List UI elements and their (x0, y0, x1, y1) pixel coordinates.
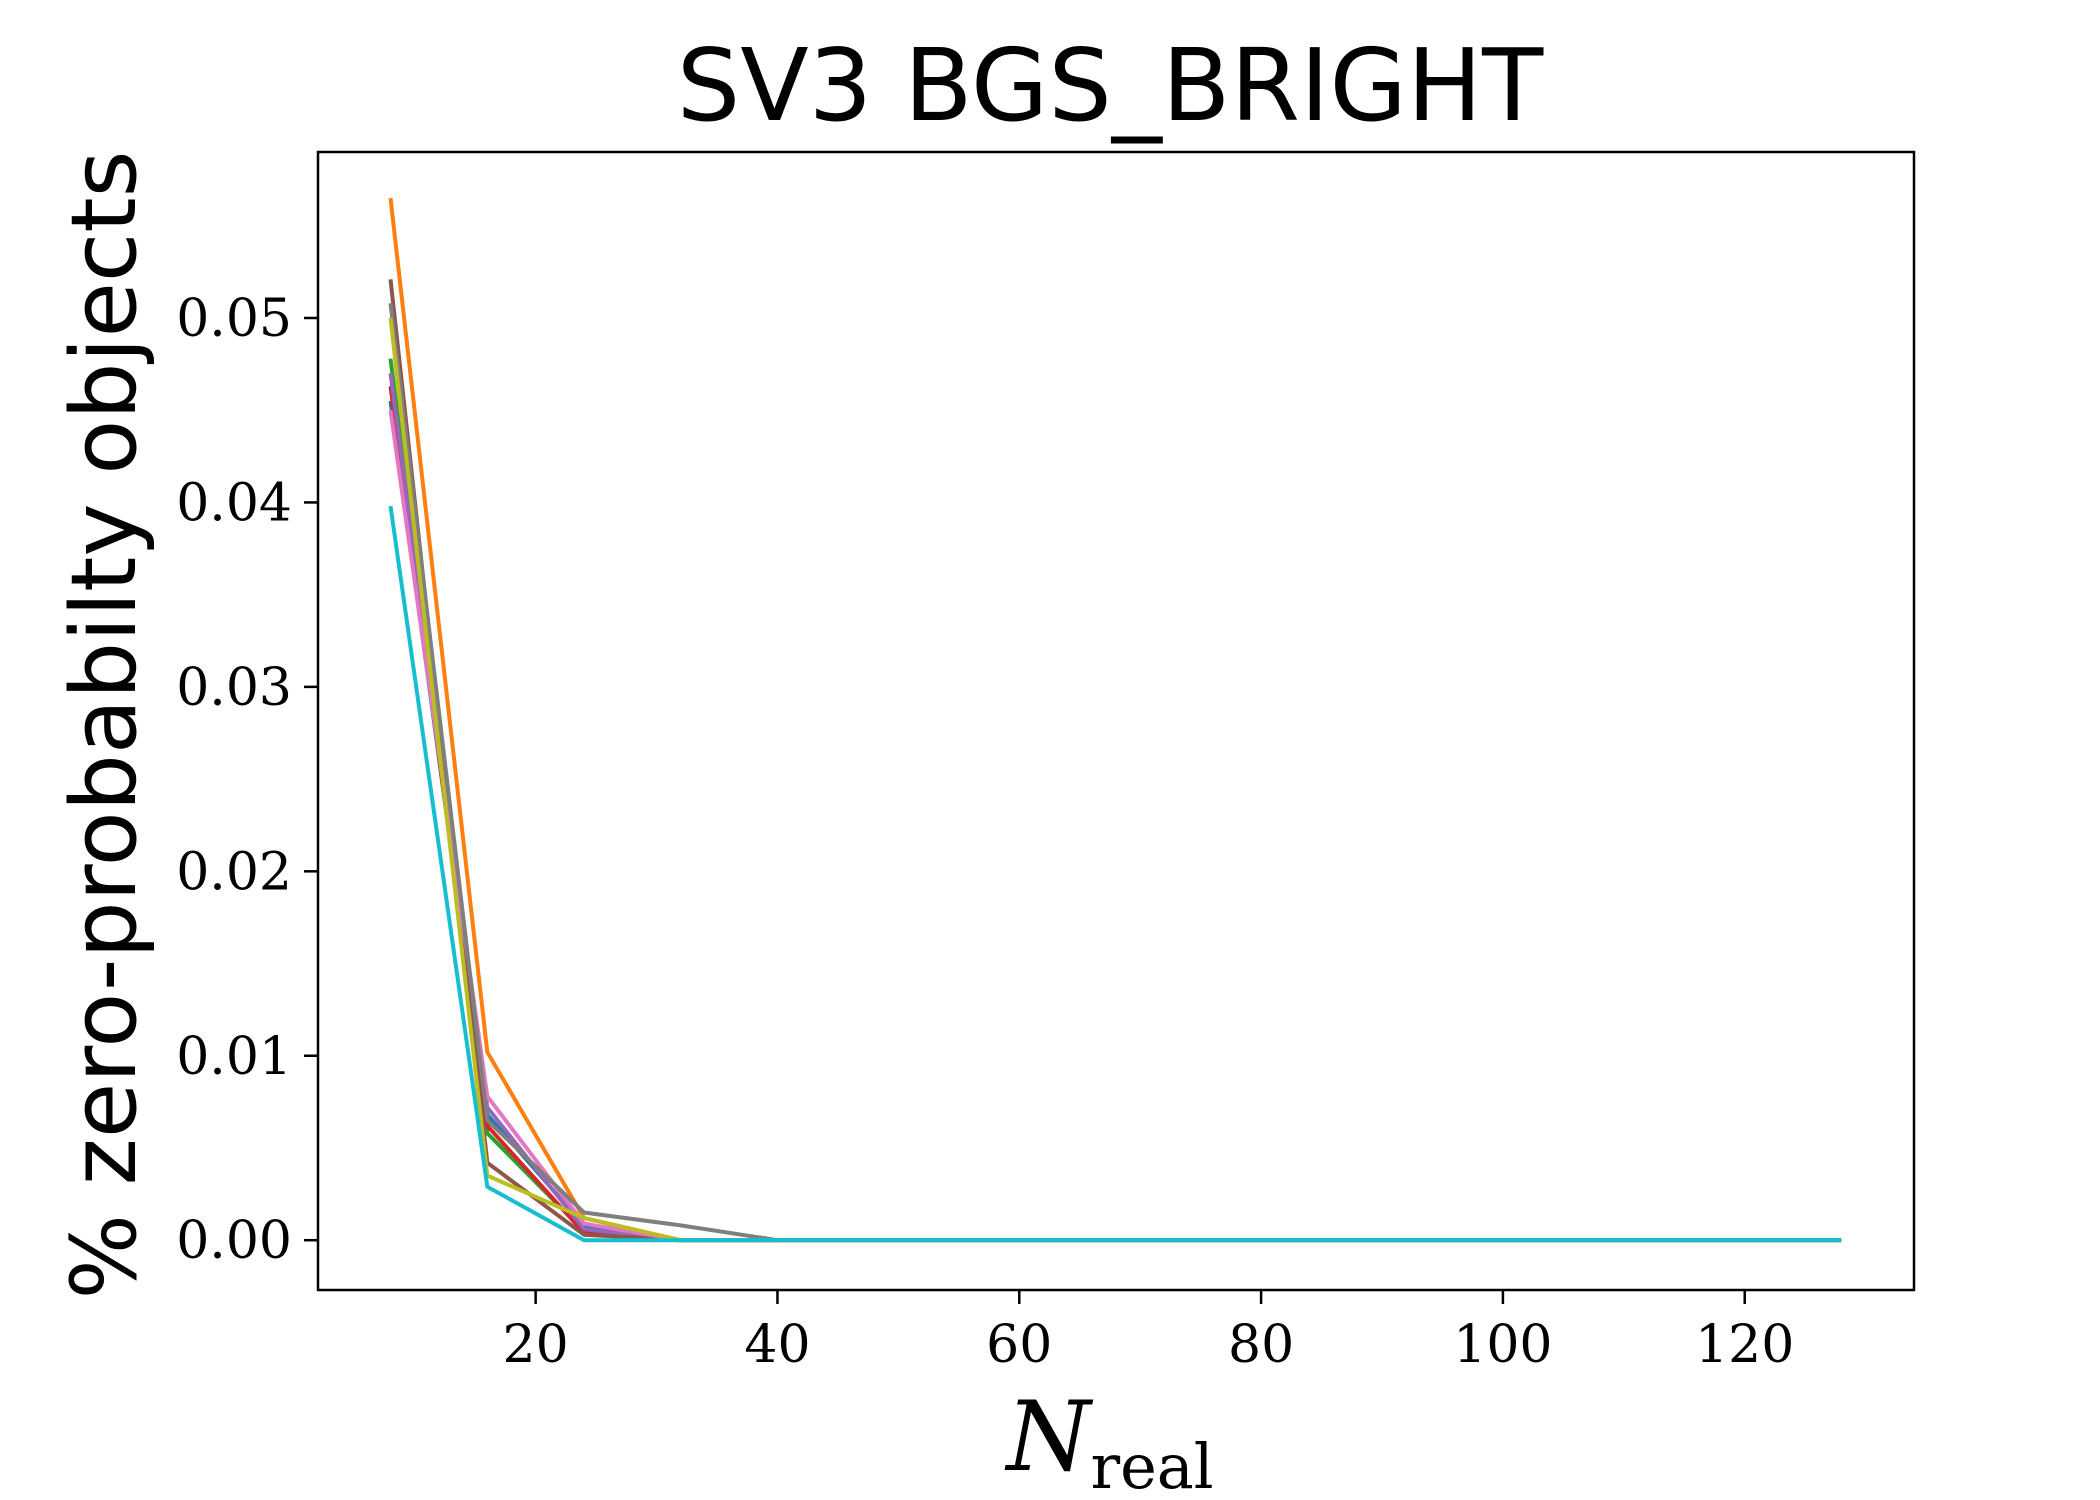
y-tick-label: 0.01 (176, 1027, 292, 1087)
x-axis-label-main: N (1004, 1381, 1093, 1493)
series-line-5 (388, 373, 1842, 1243)
series-line-2 (388, 197, 1842, 1243)
series-line-6 (388, 279, 1842, 1243)
chart-title: SV3 BGS_BRIGHT (677, 27, 1544, 144)
y-tick-label: 0.05 (176, 289, 292, 349)
x-tick-label: 20 (503, 1315, 569, 1375)
ticks-layer: 20 40 60 80 100 120 0.00 0.01 0.02 0.03 0.04 0.05 (176, 289, 1794, 1375)
series-line-1 (388, 400, 1842, 1243)
x-tick-label: 60 (986, 1315, 1052, 1375)
series-line-7 (388, 409, 1842, 1243)
series-line-9 (388, 317, 1842, 1243)
x-axis-label-sub: real (1090, 1430, 1213, 1500)
x-tick-label: 40 (744, 1315, 810, 1375)
x-tick-label: 120 (1695, 1315, 1794, 1375)
series-line-3 (388, 358, 1842, 1243)
x-tick-label: 80 (1228, 1315, 1294, 1375)
y-tick-label: 0.02 (176, 842, 292, 902)
y-axis-label: % zero-probabilty objects (52, 151, 157, 1300)
y-tick-label: 0.03 (176, 658, 292, 718)
y-tick-label: 0.04 (176, 473, 292, 533)
y-tick-label: 0.00 (176, 1211, 292, 1271)
x-tick-label: 100 (1453, 1315, 1552, 1375)
x-axis-label: Nreal (1004, 1381, 1213, 1500)
plot-frame (316, 150, 1916, 1292)
series-line-4 (388, 385, 1842, 1243)
series-line-10 (388, 505, 1842, 1243)
series-line-8 (388, 302, 1842, 1243)
series-layer (388, 197, 1842, 1243)
